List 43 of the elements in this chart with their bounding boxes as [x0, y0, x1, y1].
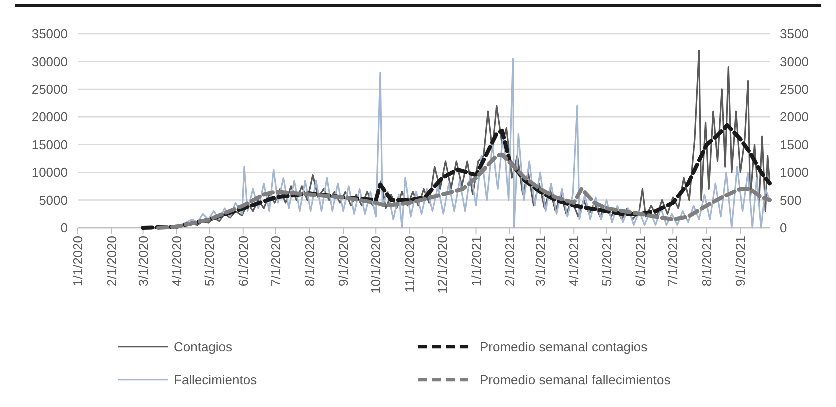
- x-tick-label: 4/1/2021: [566, 236, 582, 287]
- y-tick-label: 15000: [32, 137, 68, 152]
- x-tick-label: 1/1/2020: [70, 236, 86, 287]
- x-tick-label: 3/1/2020: [136, 236, 151, 287]
- x-tick-label: 8/1/2020: [302, 236, 318, 287]
- y-tick-label: 5000: [39, 192, 68, 208]
- x-tick-label: 11/1/2020: [402, 236, 418, 293]
- y2-tick-label: 500: [780, 192, 802, 208]
- y2-tick-label: 3500: [780, 26, 809, 42]
- x-tick-label: 10/1/2020: [368, 236, 384, 294]
- y2-tick-label: 2000: [780, 110, 809, 125]
- x-tick-label: 7/1/2020: [268, 236, 284, 287]
- x-tick-label: 7/1/2021: [666, 236, 681, 287]
- y2-tick-label: 2500: [780, 82, 809, 97]
- y-tick-label: 25000: [32, 82, 68, 97]
- x-tick-label: 6/1/2020: [236, 236, 251, 287]
- y-tick-label: 10000: [32, 165, 68, 180]
- x-tick-label: 12/1/2020: [435, 236, 450, 294]
- y-tick-label: 35000: [32, 26, 68, 42]
- legend-label: Promedio semanal fallecimientos: [480, 372, 672, 388]
- x-tick-label: 3/1/2021: [532, 236, 548, 287]
- y2-tick-label: 1500: [780, 137, 809, 152]
- y-tick-label: 20000: [32, 110, 68, 125]
- legend-label: Promedio semanal contagios: [480, 340, 648, 355]
- x-tick-label: 9/1/2021: [733, 236, 748, 287]
- y2-tick-label: 1000: [780, 165, 809, 180]
- x-tick-label: 1/1/2021: [468, 236, 484, 287]
- legend-label: Contagios: [174, 340, 234, 355]
- x-tick-label: 6/1/2021: [633, 236, 648, 287]
- y-tick-label: 30000: [32, 54, 68, 70]
- y-tick-label: 0: [60, 220, 68, 236]
- x-tick-label: 2/1/2021: [502, 236, 518, 287]
- legend-label: Fallecimientos: [174, 372, 258, 388]
- x-tick-label: 2/1/2020: [104, 236, 120, 287]
- x-tick-label: 5/1/2021: [599, 236, 614, 287]
- line-series: [156, 152, 772, 230]
- x-tick-label: 4/1/2020: [170, 236, 185, 287]
- line-series: [141, 123, 772, 230]
- x-tick-label: 8/1/2021: [699, 236, 714, 287]
- y2-tick-label: 3000: [780, 54, 809, 70]
- x-tick-label: 5/1/2020: [202, 236, 218, 287]
- x-tick-label: 9/1/2020: [336, 236, 352, 287]
- y2-tick-label: 0: [780, 220, 788, 236]
